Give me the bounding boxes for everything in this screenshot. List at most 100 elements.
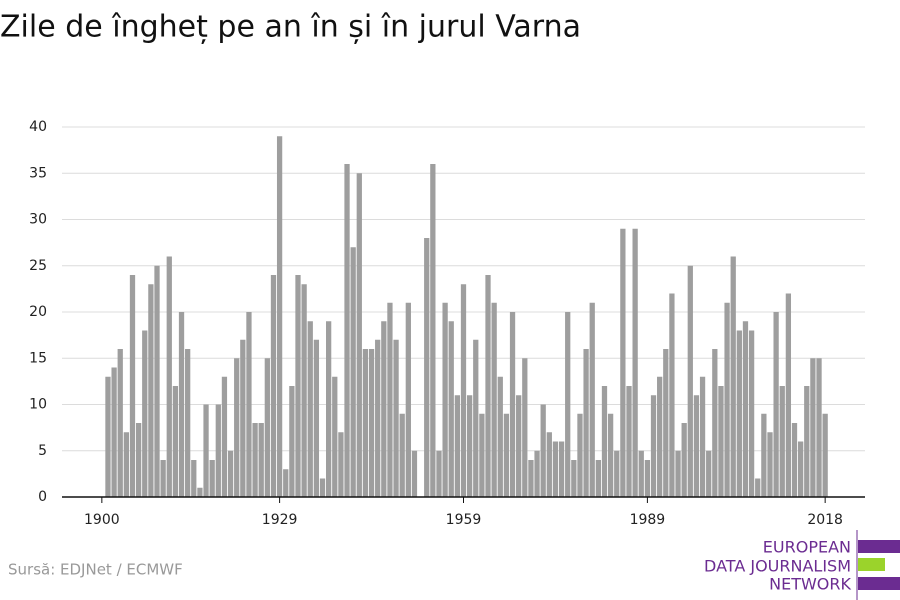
bar [816, 358, 822, 497]
bar [142, 330, 148, 497]
bar [405, 302, 411, 497]
bar [381, 321, 387, 497]
bar [240, 339, 246, 497]
bar [154, 265, 160, 497]
bar [129, 275, 136, 497]
bar [699, 376, 706, 497]
bar [479, 413, 485, 497]
bar [442, 302, 448, 497]
bar [516, 395, 522, 497]
bar [289, 386, 295, 497]
y-tick-label: 20 [29, 304, 47, 320]
bar [509, 312, 516, 497]
bar [350, 247, 356, 497]
bar [736, 330, 742, 497]
bar [632, 228, 638, 497]
bar [638, 450, 644, 497]
bar [546, 432, 552, 497]
bar [601, 386, 608, 497]
bar [804, 386, 810, 497]
y-tick-label: 35 [29, 165, 47, 181]
bar [185, 349, 191, 497]
bar [221, 376, 228, 497]
y-tick-label: 5 [38, 443, 47, 459]
bar [166, 256, 172, 497]
bar [718, 386, 724, 497]
bar [234, 358, 240, 497]
y-tick-label: 0 [38, 489, 47, 505]
bar [105, 376, 111, 497]
bar [430, 164, 436, 497]
logo-text: DATA JOURNALISM [704, 557, 851, 576]
y-tick-label: 10 [29, 397, 47, 413]
bar [411, 450, 418, 497]
bar [148, 284, 154, 497]
y-tick-label: 40 [29, 119, 47, 135]
x-tick-label: 1989 [630, 512, 666, 528]
bar [822, 413, 828, 497]
logo: EUROPEAN DATA JOURNALISM NETWORK [704, 530, 900, 600]
bar [191, 460, 197, 497]
bar [424, 238, 430, 497]
bar [742, 321, 749, 497]
bar [663, 349, 669, 497]
bar [577, 413, 583, 497]
bar [276, 136, 283, 497]
logo-bar [858, 577, 900, 590]
bar [748, 330, 755, 497]
logo-bar [858, 558, 885, 571]
bar [730, 256, 736, 497]
bar [436, 450, 442, 497]
bar [497, 376, 503, 497]
bar [466, 395, 473, 497]
bar [258, 423, 264, 497]
bar [313, 339, 320, 497]
bar [344, 164, 350, 497]
bar [473, 339, 479, 497]
bar [375, 339, 381, 497]
bar [203, 404, 209, 497]
bar [111, 367, 117, 497]
bar [607, 413, 614, 497]
bar [393, 339, 399, 497]
bar [522, 358, 528, 497]
bar [209, 460, 215, 497]
bar [810, 358, 816, 497]
bar [528, 460, 534, 497]
bar [669, 293, 675, 497]
bar [540, 404, 546, 497]
x-tick-label: 2018 [807, 512, 843, 528]
bar [460, 284, 467, 497]
bar [123, 432, 129, 497]
bar [356, 173, 362, 497]
bar [448, 321, 454, 497]
bar [332, 376, 338, 497]
logo-bar [858, 540, 900, 553]
bar [172, 386, 179, 497]
logo-text: NETWORK [769, 575, 851, 594]
chart-title: Zile de îngheț pe an în și în jurul Varn… [0, 10, 581, 45]
bar [583, 349, 589, 497]
bar [675, 450, 681, 497]
bar [264, 358, 270, 497]
bar [706, 450, 712, 497]
bar [620, 228, 626, 497]
bar [712, 349, 718, 497]
bar [454, 395, 461, 497]
bar [301, 284, 307, 497]
bar [387, 302, 393, 497]
y-tick-label: 15 [29, 350, 47, 366]
bar [368, 349, 375, 497]
bar [644, 460, 651, 497]
bar [197, 487, 203, 497]
bar [178, 312, 185, 497]
bar [589, 302, 595, 497]
bar [626, 386, 632, 497]
bar [135, 423, 142, 497]
bar [295, 275, 301, 497]
x-tick-label: 1900 [84, 512, 120, 528]
bar [779, 386, 785, 497]
bar [558, 441, 565, 497]
bar [326, 321, 332, 497]
